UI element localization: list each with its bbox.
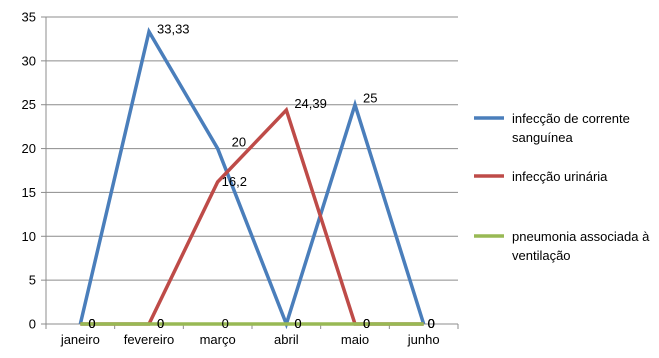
- x-tick-label: maio: [341, 332, 369, 347]
- x-tick-label: março: [200, 332, 236, 347]
- data-label: 20: [232, 135, 246, 150]
- data-label: 25: [363, 91, 377, 106]
- y-tick-label: 5: [29, 273, 36, 288]
- data-label: 33,33: [157, 22, 190, 37]
- legend: infecção de corrente sanguínea infecção ur…: [474, 111, 650, 263]
- data-label: 0: [88, 316, 95, 331]
- x-axis-tick-labels: janeiro fevereiro março abril maio junho: [60, 332, 440, 347]
- series-lines: [78, 26, 426, 330]
- series-line-0: [78, 26, 426, 330]
- data-label: 0: [157, 316, 164, 331]
- legend-label: infecção de corrente: [512, 111, 630, 126]
- series-line-1: [80, 106, 424, 326]
- y-tick-label: 15: [22, 185, 36, 200]
- legend-label: infecção urinária: [512, 169, 608, 184]
- legend-label: ventilação: [512, 248, 571, 263]
- x-tick-label: fevereiro: [124, 332, 175, 347]
- data-label: 0: [222, 316, 229, 331]
- data-label: 0: [157, 316, 164, 331]
- data-label: 24,39: [294, 96, 327, 111]
- y-tick-label: 25: [22, 97, 36, 112]
- x-tick-label: junho: [407, 332, 440, 347]
- x-tick-label: abril: [274, 332, 299, 347]
- data-label: 0: [294, 316, 301, 331]
- gridlines: [46, 16, 458, 281]
- y-tick-label: 10: [22, 229, 36, 244]
- data-label: 0: [294, 316, 301, 331]
- y-axis-tick-labels: 0 5 10 15 20 25 30 35: [22, 10, 36, 332]
- y-tick-label: 0: [29, 317, 36, 332]
- legend-label: pneumonia associada à: [512, 229, 650, 244]
- x-tick-label: janeiro: [60, 332, 100, 347]
- data-label: 0: [363, 316, 370, 331]
- y-tick-label: 30: [22, 53, 36, 68]
- y-tick-label: 35: [22, 10, 36, 25]
- data-label: 0: [363, 316, 370, 331]
- axes: [41, 16, 459, 329]
- data-label: 0: [428, 316, 435, 331]
- y-tick-label: 20: [22, 141, 36, 156]
- data-label: 0: [428, 316, 435, 331]
- data-label: 0: [428, 316, 435, 331]
- data-label: 16,2: [222, 174, 247, 189]
- legend-label: sanguínea: [512, 130, 573, 145]
- data-label: 0: [88, 316, 95, 331]
- data-label: 0: [88, 316, 95, 331]
